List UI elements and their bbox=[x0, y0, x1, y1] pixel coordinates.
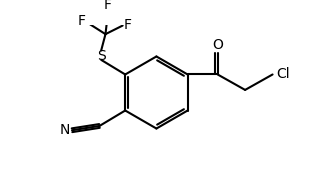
Text: S: S bbox=[97, 49, 106, 63]
Text: N: N bbox=[60, 123, 70, 137]
Text: F: F bbox=[78, 14, 85, 28]
Text: Cl: Cl bbox=[276, 67, 290, 81]
Text: F: F bbox=[104, 0, 112, 12]
Text: F: F bbox=[124, 18, 132, 32]
Text: O: O bbox=[212, 38, 223, 52]
